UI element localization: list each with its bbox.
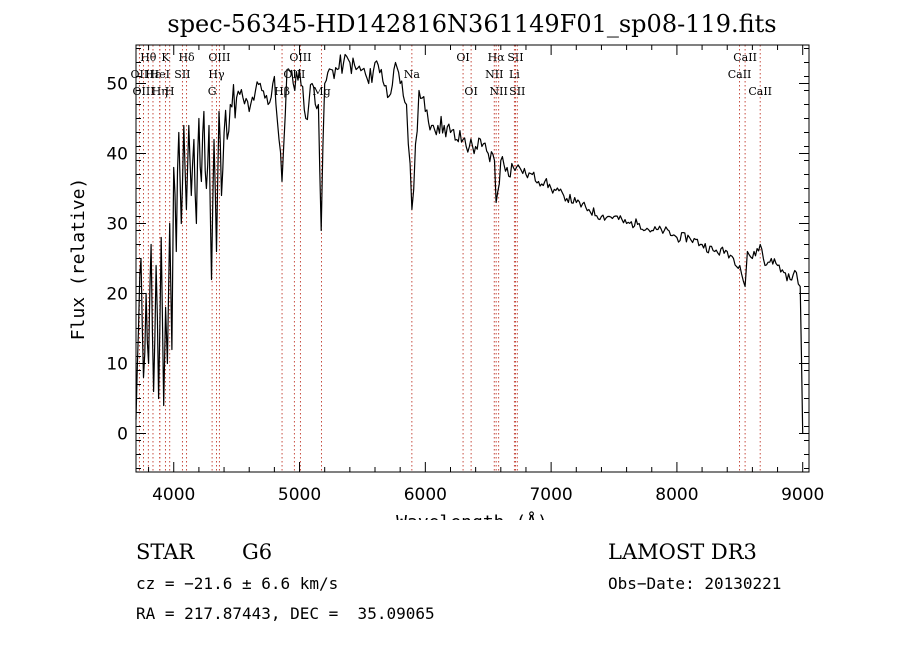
line-label: SII [507, 51, 523, 64]
y-tick-label: 0 [117, 425, 128, 445]
y-axis-label: Flux (relative) [68, 178, 89, 341]
line-label: K [161, 51, 170, 64]
line-label: OIII [289, 51, 311, 64]
y-tick-label: 20 [106, 285, 128, 305]
line-label: CaII [733, 51, 757, 64]
line-label: CaII [728, 68, 752, 81]
spectral-subclass: G6 [242, 540, 273, 564]
y-tick-label: 50 [106, 75, 128, 95]
line-label: OIII [208, 51, 230, 64]
x-tick-label: 8000 [655, 485, 698, 505]
line-label: Hδ [178, 51, 195, 64]
line-label: OI [464, 85, 477, 98]
y-tick-label: 30 [106, 215, 128, 235]
line-label: Hη [152, 85, 168, 98]
axes: 4000 5000 6000 7000 8000 9000 0 10 20 30 40 50 [106, 45, 824, 505]
line-label: Hβ [274, 85, 290, 98]
line-label: OI [456, 51, 469, 64]
line-label: CaII [748, 85, 772, 98]
line-label: OIII [133, 85, 155, 98]
spectrum-line [135, 53, 804, 434]
line-label: Hγ [208, 68, 225, 81]
line-label: SII [174, 68, 190, 81]
x-tick-label: 7000 [529, 485, 572, 505]
redshift-value: cz = −21.6 ± 6.6 km/s [136, 574, 339, 593]
spectrum-chart: spec-56345-HD142816N361149F01_sp08-119.f… [68, 10, 824, 520]
line-label: G [208, 85, 217, 98]
chart-title: spec-56345-HD142816N361149F01_sp08-119.f… [167, 10, 776, 38]
survey-label: LAMOST DR3 [608, 540, 757, 564]
line-label: Hθ [140, 51, 157, 64]
x-tick-label: 4000 [152, 485, 195, 505]
line-label: SII [509, 85, 525, 98]
x-tick-label: 6000 [404, 485, 447, 505]
object-class: STAR [136, 540, 195, 564]
x-axis-label: Wavelength (Å) [396, 511, 548, 520]
coordinates: RA = 217.87443, DEC = 35.09065 [136, 604, 435, 623]
x-tick-label: 5000 [278, 485, 321, 505]
x-tick-label: 9000 [781, 485, 824, 505]
y-tick-label: 10 [106, 355, 128, 375]
obs-date: Obs−Date: 20130221 [608, 574, 782, 593]
line-label: NII [490, 85, 508, 98]
line-label: H [165, 85, 175, 98]
line-label: Hα [488, 51, 506, 64]
line-label: Mg [312, 85, 330, 98]
line-label: NII [485, 68, 503, 81]
plot-frame [135, 44, 810, 473]
line-label: Li [509, 68, 520, 81]
line-label: Hε [145, 68, 161, 81]
y-tick-label: 40 [106, 145, 128, 165]
line-label: Na [404, 68, 421, 81]
